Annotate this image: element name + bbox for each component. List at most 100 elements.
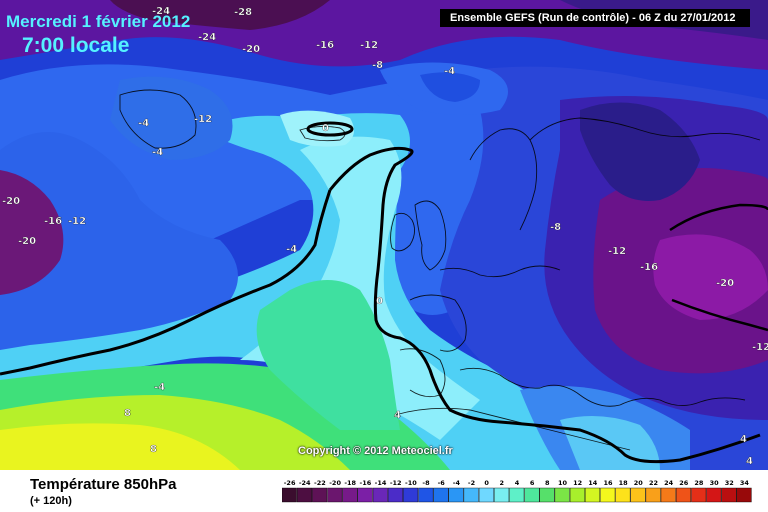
legend-tick-label: -20 [329, 479, 341, 487]
legend-color-cell [707, 488, 722, 502]
legend-color-cell [722, 488, 737, 502]
legend-tick-label: 22 [649, 479, 658, 487]
label-m24-b: -24 [198, 32, 216, 43]
legend-tick-label: -12 [390, 479, 402, 487]
legend-tick-label: -14 [375, 479, 387, 487]
legend-color-cell [282, 488, 297, 502]
legend-tick-label: -22 [314, 479, 326, 487]
label-m12-e: -12 [752, 342, 768, 353]
label-m4-c: -4 [152, 147, 163, 158]
legend-tick-label: 2 [500, 479, 505, 487]
label-p4-b: 4 [740, 434, 747, 445]
label-m16-a: -16 [316, 40, 334, 51]
legend-tick-label: 4 [515, 479, 520, 487]
legend-tick-label: 28 [694, 479, 704, 487]
label-m4-b: -4 [138, 118, 149, 129]
legend-color-cell [419, 488, 434, 502]
legend-tick-label: -18 [344, 479, 356, 487]
legend-tick-label: 30 [710, 479, 720, 487]
label-m12-c: -12 [68, 216, 86, 227]
legend-tick-label: -10 [405, 479, 417, 487]
legend-color-cell [343, 488, 358, 502]
label-m8-b: -8 [550, 222, 561, 233]
legend-color-cell [676, 488, 691, 502]
legend-tick-label: 16 [603, 479, 613, 487]
legend-color-cell [600, 488, 615, 502]
lead-time: (+ 120h) [30, 495, 72, 507]
legend-color-cell [297, 488, 312, 502]
legend-tick-label: -2 [468, 479, 475, 487]
label-m20-c: -20 [18, 236, 36, 247]
legend-tick-label: -6 [438, 479, 446, 487]
legend-color-cell [525, 488, 540, 502]
legend-tick-label: -4 [453, 479, 461, 487]
legend-color-cell [616, 488, 631, 502]
label-p8-a: 8 [124, 408, 131, 419]
legend-color-cell [328, 488, 343, 502]
copyright-notice: Copyright © 2012 Meteociel.fr [298, 445, 453, 457]
legend-tick-label: 10 [558, 479, 568, 487]
legend-tick-label: -26 [284, 479, 296, 487]
label-m4-e: -4 [154, 382, 165, 393]
legend-color-cell [555, 488, 570, 502]
model-run-info: Ensemble GEFS (Run de contrôle) - 06 Z d… [440, 9, 750, 27]
temperature-map: -24 -28 -24 -20 -16 -12 -8 -4 -12 -4 -4 … [0, 0, 768, 470]
variable-title: Température 850hPa [30, 476, 176, 493]
label-m28: -28 [234, 7, 252, 18]
legend-color-cell [479, 488, 494, 502]
color-scale-legend: -26 -24 -22 -20 -18 -16 -14 -12 -10 -8 -6 -4 -2 0 2 4 6 8… [282, 477, 752, 507]
legend-color-cell [434, 488, 449, 502]
label-m12-b: -12 [194, 114, 212, 125]
legend-color-cell [373, 488, 388, 502]
forecast-local-time: 7:00 locale [22, 34, 129, 58]
legend-tick-label: -16 [360, 479, 372, 487]
legend-tick-label: 14 [588, 479, 598, 487]
legend-tick-label: 26 [679, 479, 689, 487]
legend-tick-label: 18 [619, 479, 629, 487]
legend-color-cell [509, 488, 524, 502]
label-p4-c: 4 [746, 456, 753, 467]
legend-tick-label: -8 [422, 479, 430, 487]
legend-color-cell [691, 488, 706, 502]
label-p8-b: 8 [150, 444, 157, 455]
footer-bar: Température 850hPa (+ 120h) -26 -24 -22 -20… [0, 470, 768, 512]
label-m4-a: -4 [444, 66, 455, 77]
legend-tick-label: -24 [299, 479, 311, 487]
legend-tick-label: 32 [725, 479, 734, 487]
legend-color-cell [570, 488, 585, 502]
legend-tick-label: 0 [484, 479, 489, 487]
legend-tick-label: 24 [664, 479, 674, 487]
label-zero-atlantic: 0 [376, 296, 383, 307]
legend-color-cell [358, 488, 373, 502]
label-m16-b: -16 [44, 216, 62, 227]
legend-color-cell [540, 488, 555, 502]
legend-color-cell [312, 488, 327, 502]
label-zero-iceland: 0 [322, 123, 329, 134]
label-m20-d: -20 [716, 278, 734, 289]
label-m4-d: -4 [286, 244, 297, 255]
legend-color-cell [631, 488, 646, 502]
legend-tick-label: 6 [530, 479, 535, 487]
legend-color-cell [388, 488, 403, 502]
label-m12-d: -12 [608, 246, 626, 257]
label-m12-a: -12 [360, 40, 378, 51]
legend-color-cell [494, 488, 509, 502]
legend-color-cell [646, 488, 661, 502]
legend-color-cell [661, 488, 676, 502]
legend-tick-label: 12 [573, 479, 582, 487]
legend-color-cell [403, 488, 418, 502]
legend-tick-label: 8 [545, 479, 550, 487]
label-m16-c: -16 [640, 262, 658, 273]
legend-color-cell [737, 488, 752, 502]
legend-color-cell [585, 488, 600, 502]
legend-tick-label: 20 [634, 479, 644, 487]
legend-tick-label: 34 [740, 479, 750, 487]
legend-color-cell [464, 488, 479, 502]
label-m20-b: -20 [2, 196, 20, 207]
label-m20-a: -20 [242, 44, 260, 55]
label-p4-a: 4 [394, 410, 401, 421]
forecast-date: Mercredi 1 février 2012 [6, 12, 190, 32]
label-m8-a: -8 [372, 60, 383, 71]
legend-color-cell [449, 488, 464, 502]
